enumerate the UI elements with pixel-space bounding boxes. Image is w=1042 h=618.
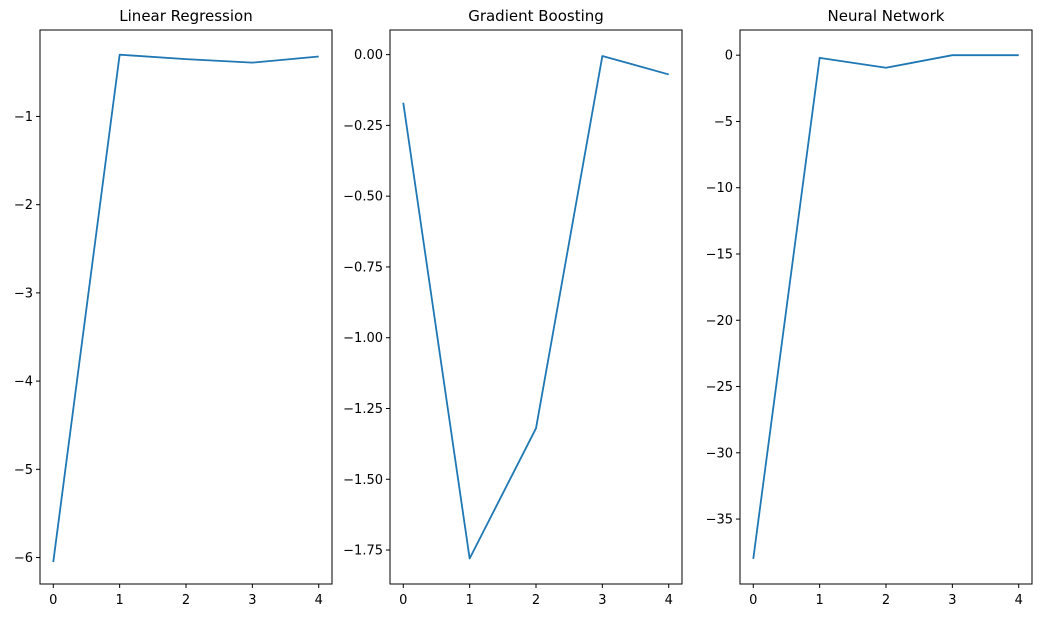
- y-tick-label: −1.50: [343, 473, 383, 488]
- y-tick-label: −5: [14, 463, 33, 478]
- series-line: [752, 54, 1019, 559]
- y-tick-label: −25: [706, 380, 733, 395]
- y-tick-label: −0.50: [343, 190, 383, 205]
- subplot-1: Linear Regression 0 1 2 3 4 −6 −5 −4 −3 −2 −1: [14, 7, 333, 608]
- y-tick-label: −20: [706, 314, 733, 329]
- subplot-2: Gradient Boosting 0 1 2 3 4 0.00 −0.25 −0.50 −0.7…: [343, 7, 683, 608]
- y-tick-label: −10: [706, 181, 733, 196]
- subplot-title: Linear Regression: [119, 7, 252, 25]
- x-tick-label: 0: [749, 593, 757, 608]
- y-tick-label: −35: [706, 513, 733, 528]
- y-tick-label: −6: [14, 551, 33, 566]
- x-tick-label: 3: [248, 593, 256, 608]
- axes-frame: [739, 29, 1033, 585]
- series-line: [52, 53, 319, 563]
- y-tick-label: −1.25: [343, 402, 383, 417]
- y-tick-label: −5: [714, 115, 733, 130]
- y-tick-label: −1.75: [343, 544, 383, 559]
- y-tick-label: −15: [706, 247, 733, 262]
- axes-frame: [39, 29, 333, 585]
- y-tick-label: −0.25: [343, 119, 383, 134]
- x-tick-label: 3: [598, 593, 606, 608]
- y-tick-label: −1.00: [343, 331, 383, 346]
- x-tick-label: 4: [315, 593, 323, 608]
- x-tick-label: 4: [665, 593, 673, 608]
- subplot-3: Neural Network 0 1 2 3 4 0 −5 −10 −15 −20 −25 −30 −35: [706, 7, 1033, 608]
- y-tick-label: −0.75: [343, 260, 383, 275]
- x-tick-label: 1: [115, 593, 123, 608]
- y-tick-label: −4: [14, 375, 33, 390]
- x-tick-label: 0: [399, 593, 407, 608]
- x-tick-label: 3: [948, 593, 956, 608]
- y-tick-label: 0.00: [354, 48, 383, 63]
- series-line: [402, 55, 669, 560]
- subplot-title: Gradient Boosting: [468, 7, 604, 25]
- y-tick-label: −2: [14, 198, 33, 213]
- x-tick-label: 1: [815, 593, 823, 608]
- x-tick-label: 2: [532, 593, 540, 608]
- x-tick-label: 4: [1015, 593, 1023, 608]
- x-tick-label: 2: [882, 593, 890, 608]
- y-tick-label: 0: [725, 49, 733, 64]
- y-tick-label: −3: [14, 286, 33, 301]
- x-tick-label: 1: [465, 593, 473, 608]
- x-tick-label: 2: [182, 593, 190, 608]
- y-tick-label: −1: [14, 110, 33, 125]
- y-tick-label: −30: [706, 446, 733, 461]
- x-tick-label: 0: [49, 593, 57, 608]
- subplot-title: Neural Network: [828, 7, 945, 25]
